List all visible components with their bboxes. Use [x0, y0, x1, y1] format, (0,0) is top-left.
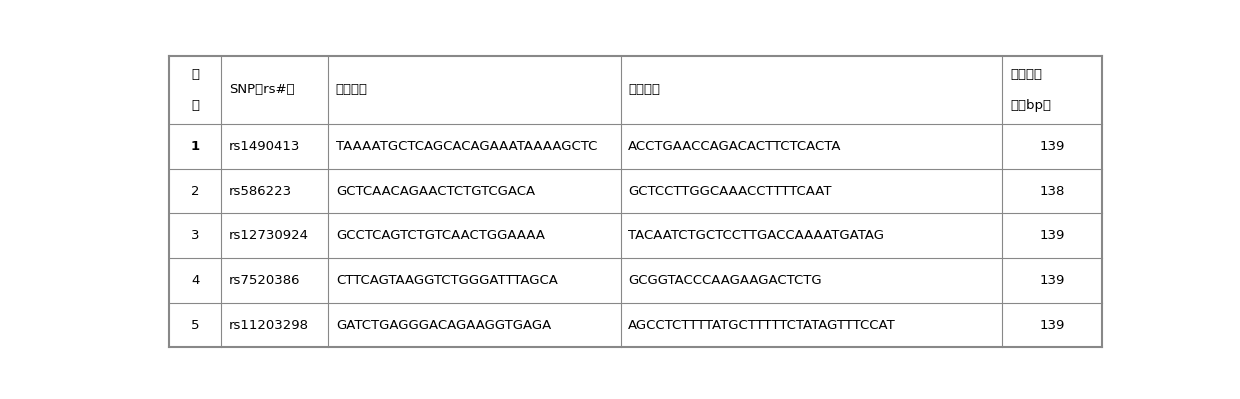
Text: 1: 1	[191, 140, 200, 153]
Text: GCTCAACAGAACTCTGTCGACA: GCTCAACAGAACTCTGTCGACA	[336, 185, 534, 198]
Text: 反向引物: 反向引物	[629, 83, 661, 96]
Text: 序: 序	[191, 67, 200, 81]
Text: rs586223: rs586223	[228, 185, 291, 198]
Text: GCGGTACCCAAGAAGACTCTG: GCGGTACCCAAGAAGACTCTG	[629, 274, 822, 287]
Text: 正向引物: 正向引物	[336, 83, 368, 96]
Text: 号: 号	[191, 99, 200, 112]
Text: GCCTCAGTCTGTCAACTGGAAAA: GCCTCAGTCTGTCAACTGGAAAA	[336, 229, 544, 242]
Text: rs1490413: rs1490413	[228, 140, 300, 153]
Text: rs12730924: rs12730924	[228, 229, 309, 242]
Text: 4: 4	[191, 274, 200, 287]
Text: AGCCTCTTTTATGCTTTTTCTATAGTTTCCAT: AGCCTCTTTTATGCTTTTTCTATAGTTTCCAT	[629, 318, 897, 332]
Text: GATCTGAGGGACAGAAGGTGAGA: GATCTGAGGGACAGAAGGTGAGA	[336, 318, 551, 332]
Text: 3: 3	[191, 229, 200, 242]
Text: 度（bp）: 度（bp）	[1011, 99, 1052, 112]
Text: 扩增子长: 扩增子长	[1011, 67, 1042, 81]
Text: CTTCAGTAAGGTCTGGGATTTAGCA: CTTCAGTAAGGTCTGGGATTTAGCA	[336, 274, 558, 287]
Text: 139: 139	[1039, 229, 1065, 242]
Text: rs7520386: rs7520386	[228, 274, 300, 287]
Text: ACCTGAACCAGACACTTCTCACTA: ACCTGAACCAGACACTTCTCACTA	[629, 140, 842, 153]
Text: SNP（rs#）: SNP（rs#）	[228, 83, 294, 96]
Text: 5: 5	[191, 318, 200, 332]
Text: 139: 139	[1039, 140, 1065, 153]
Text: 2: 2	[191, 185, 200, 198]
Text: 139: 139	[1039, 318, 1065, 332]
Text: 138: 138	[1039, 185, 1065, 198]
Text: TAAAATGCTCAGCACAGAAATAAAAGCTC: TAAAATGCTCAGCACAGAAATAAAAGCTC	[336, 140, 598, 153]
Text: TACAATCTGCTCCTTGACCAAAATGATAG: TACAATCTGCTCCTTGACCAAAATGATAG	[629, 229, 884, 242]
Text: GCTCCTTGGCAAACCTTTTCAAT: GCTCCTTGGCAAACCTTTTCAAT	[629, 185, 832, 198]
Text: 139: 139	[1039, 274, 1065, 287]
Text: rs11203298: rs11203298	[228, 318, 309, 332]
